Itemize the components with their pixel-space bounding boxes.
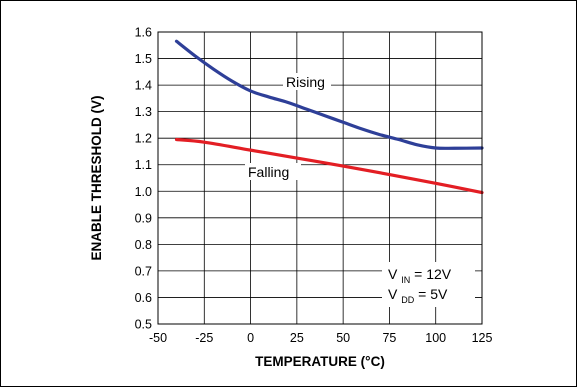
falling-series-line	[174, 137, 484, 195]
vdd-symbol: V	[388, 286, 398, 302]
x-tick-label: 100	[425, 331, 446, 345]
x-tick-label: 75	[382, 331, 396, 345]
grid-lines	[157, 31, 483, 325]
x-tick-label: -50	[149, 331, 167, 345]
vin-condition: V IN = 12V	[388, 266, 452, 286]
y-tick-label: 0.7	[135, 264, 152, 278]
y-tick-label: 1.3	[135, 105, 152, 119]
vin-symbol: V	[388, 266, 398, 282]
vdd-value: = 5V	[418, 286, 448, 302]
y-tick-label: 1.1	[135, 158, 152, 172]
rising-label-background	[283, 73, 331, 90]
y-tick-label: 1.5	[135, 52, 152, 66]
rising-series-line	[174, 39, 484, 150]
x-axis-tick-labels: -50 -25 0 25 50 75 100 125	[149, 331, 493, 345]
x-tick-label: 0	[247, 331, 254, 345]
y-tick-label: 0.6	[135, 291, 152, 305]
y-tick-label: 1.2	[135, 132, 152, 146]
x-tick-label: 25	[290, 331, 304, 345]
y-tick-label: 1.0	[135, 185, 152, 199]
x-tick-label: -25	[195, 331, 213, 345]
vdd-subscript: DD	[401, 295, 414, 305]
vin-subscript: IN	[401, 275, 410, 285]
falling-label-background	[245, 163, 301, 180]
y-tick-label: 1.6	[135, 26, 152, 40]
y-tick-label: 1.4	[135, 79, 152, 93]
vin-value: = 12V	[414, 266, 452, 282]
x-axis-title: TEMPERATURE (°C)	[255, 354, 385, 369]
series-labels: Rising Falling	[245, 73, 331, 180]
falling-series-label: Falling	[248, 164, 289, 180]
series-layer	[174, 39, 484, 195]
y-axis-tick-labels: 0.5 0.6 0.7 0.8 0.9 1.0 1.1 1.2 1.3 1.4 1.5 1.6	[135, 26, 152, 332]
y-tick-label: 0.5	[135, 318, 152, 332]
y-tick-label: 0.9	[135, 211, 152, 225]
plot-border	[157, 31, 483, 325]
x-tick-label: 125	[472, 331, 493, 345]
x-tick-label: 50	[336, 331, 350, 345]
vdd-condition: V DD = 5V	[388, 286, 448, 306]
test-conditions: V IN = 12V V DD = 5V	[382, 262, 475, 307]
y-axis-title: ENABLE THRESHOLD (V)	[89, 96, 104, 261]
conditions-background	[382, 262, 475, 307]
rising-series-label: Rising	[286, 74, 325, 90]
y-tick-label: 0.8	[135, 238, 152, 252]
